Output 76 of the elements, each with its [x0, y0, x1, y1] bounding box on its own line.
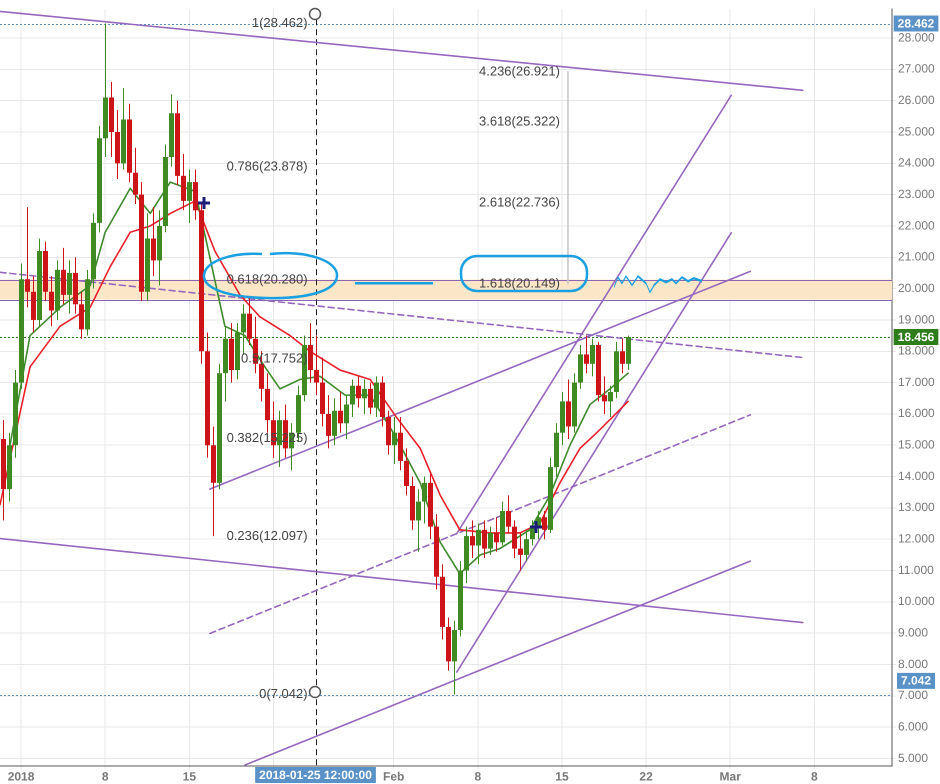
annotation: 0(7.042)	[259, 686, 308, 702]
candlestick	[392, 416, 397, 465]
y-tick-label: 8.000	[898, 656, 928, 671]
candlestick	[524, 529, 529, 562]
y-tick-label: 24.000	[898, 156, 936, 170]
y-tick-label: 7.000	[898, 688, 928, 702]
candlestick	[241, 304, 246, 355]
candlestick	[470, 520, 475, 559]
candlestick	[476, 523, 481, 565]
x-tick-label: Mar	[720, 770, 742, 784]
candlestick	[482, 520, 487, 559]
y-tick-label: 10.000	[898, 594, 936, 608]
candlestick	[344, 394, 349, 440]
candlestick	[620, 338, 625, 374]
y-tick-label: 9.000	[898, 625, 928, 640]
candlestick	[350, 378, 355, 418]
candlestick	[356, 376, 361, 408]
annotation: 1(28.462)	[252, 15, 308, 30]
candlestick	[542, 510, 547, 540]
candlestick	[25, 206, 30, 308]
candlestick	[362, 378, 367, 414]
annotation: 0.786(23.878)	[226, 158, 308, 174]
x-tick-label: 8	[474, 770, 482, 784]
annotation: 2.618(22.736)	[479, 194, 560, 210]
y-tick-label: 15.000	[898, 438, 936, 452]
y-tick-label: 5.000	[898, 750, 928, 765]
candlestick	[151, 206, 156, 277]
y-tick-label: 11.000	[898, 562, 934, 577]
y-tick-label: 16.000	[898, 406, 936, 420]
y-tick-label: 20.000	[898, 280, 936, 295]
y-tick-label: 26.000	[898, 92, 936, 107]
candlestick	[494, 516, 499, 552]
y-tick-label: 6.000	[898, 719, 928, 734]
candlestick	[512, 520, 517, 559]
candlestick	[590, 338, 595, 377]
ref-line-label: 28.462	[898, 16, 935, 30]
x-tick-label: 2018	[8, 770, 35, 784]
candlestick	[584, 335, 589, 374]
candlestick	[488, 526, 493, 556]
x-tick-label: 8	[811, 770, 818, 784]
y-tick-label: 23.000	[898, 186, 936, 201]
x-tick-label: 15	[555, 770, 569, 784]
y-tick-label: 17.000	[898, 374, 936, 389]
y-tick-label: 22.000	[898, 218, 936, 232]
y-tick-label: 19.000	[898, 312, 936, 326]
x-tick-label: 15	[182, 770, 196, 784]
annotation: 3.618(25.322)	[479, 113, 560, 128]
y-tick-label: 13.000	[898, 500, 936, 514]
y-tick-label: 21.000	[898, 250, 936, 264]
candlestick	[368, 382, 373, 414]
candlestick	[416, 488, 421, 552]
candlestick	[133, 147, 138, 205]
candlestick	[608, 385, 613, 418]
y-tick-label: 25.000	[898, 124, 936, 138]
y-tick-label: 14.000	[898, 468, 936, 483]
x-tick-label: Feb	[382, 770, 404, 784]
candlestick	[422, 476, 427, 524]
candlestick	[506, 494, 511, 534]
y-tick-label: 12.000	[898, 532, 936, 546]
ref-line-label: 2018-01-25 12:00:00	[259, 768, 372, 782]
y-tick-label: 18.000	[898, 344, 936, 358]
candlestick	[518, 532, 523, 572]
candlestick	[49, 276, 54, 327]
ref-line-label: 18.456	[898, 330, 935, 344]
annotation: 0.236(12.097)	[226, 528, 308, 543]
candlestick	[338, 391, 343, 434]
ref-line-label: 7.042	[900, 674, 932, 688]
candlestick	[326, 394, 331, 449]
annotation: 4.236(26.921)	[479, 63, 560, 78]
candlestick	[314, 335, 319, 396]
x-tick-label: 8	[102, 770, 109, 784]
y-tick-label: 28.000	[898, 30, 936, 44]
y-tick-label: 27.000	[898, 62, 936, 76]
candlestick	[67, 260, 72, 314]
x-tick-label: 22	[639, 770, 654, 784]
candlestick	[602, 376, 607, 414]
